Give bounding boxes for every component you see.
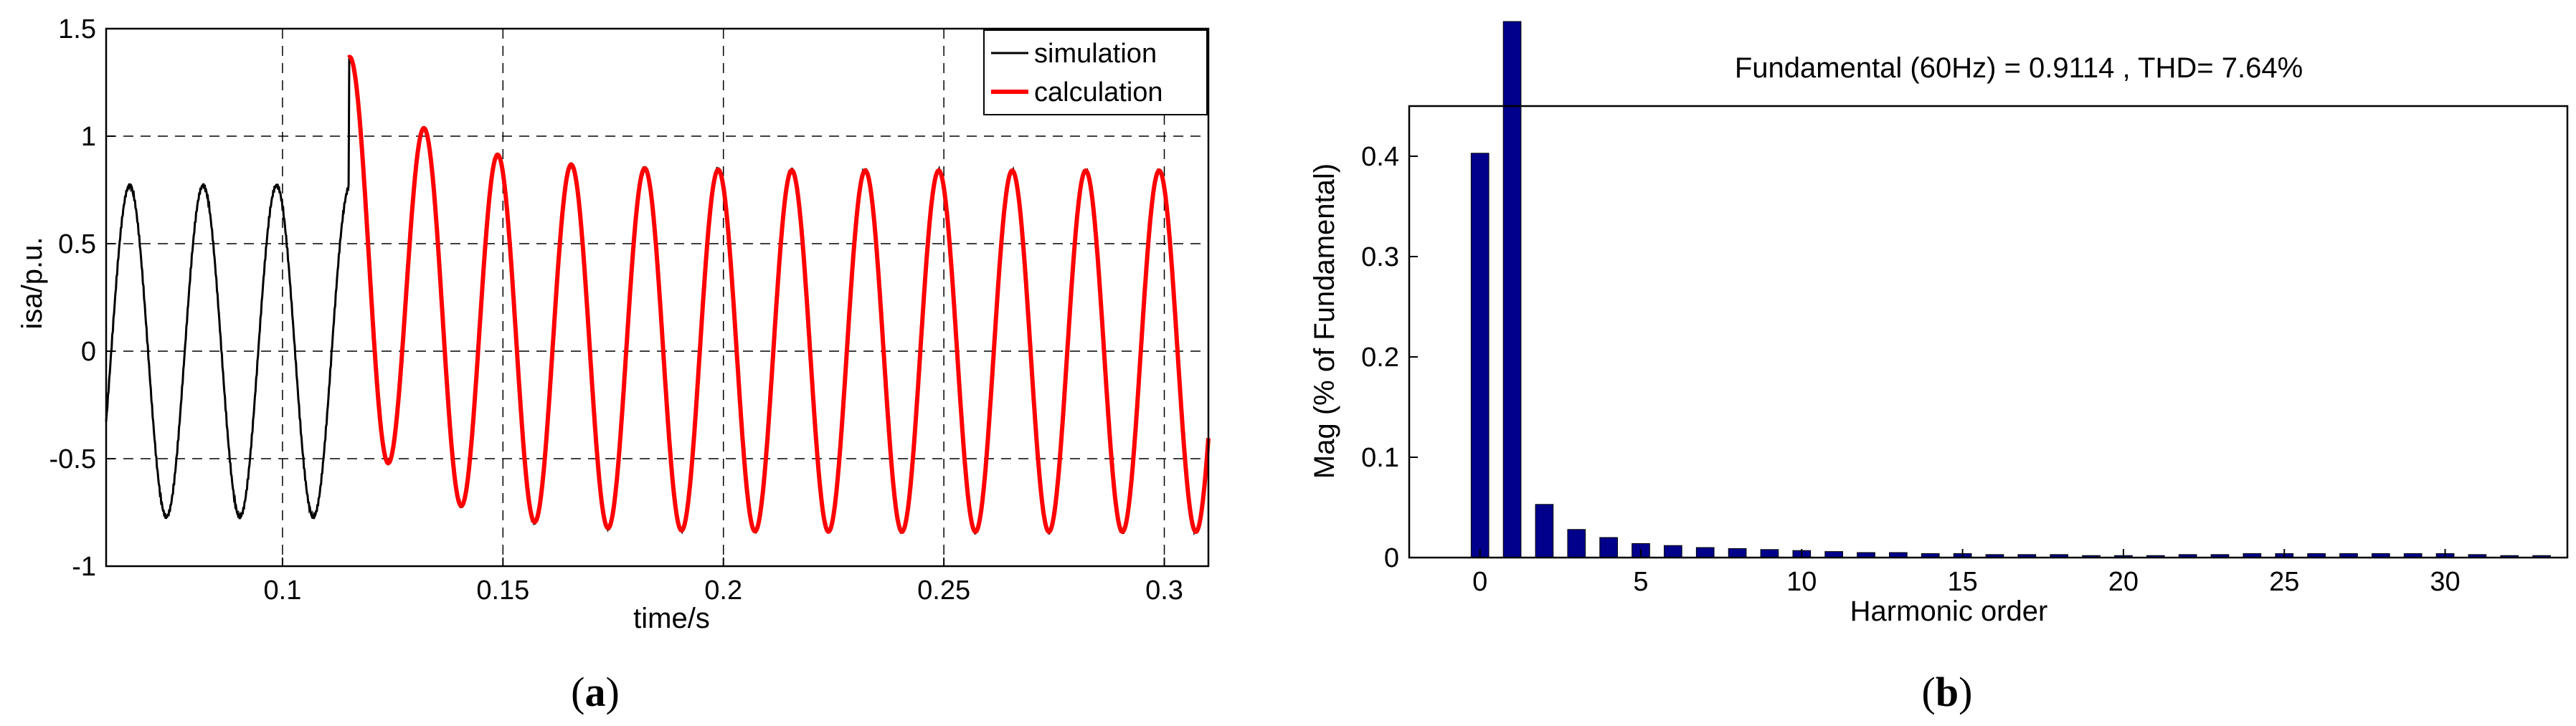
x-tick-label: 10: [1786, 567, 1817, 597]
panel-b-bar-chart: 0 5 10 15 20 25 30 0 0.1 0.2 0.3 0.4 Fundamental (6…: [1309, 21, 2569, 715]
x-tick-label: 0.3: [1145, 575, 1183, 606]
x-tick-label: 20: [2108, 567, 2139, 597]
bar-harmonic-6: [1664, 545, 1682, 558]
legend-box: [983, 29, 1208, 115]
panel-b-x-axis-label: Harmonic order: [1850, 596, 2048, 627]
x-tick-label: 15: [1947, 567, 1977, 597]
panel-a-series: [105, 54, 1211, 536]
panel-b-ticks: 0 5 10 15 20 25 30 0 0.1 0.2 0.3 0.4: [1361, 142, 2460, 597]
y-tick-label: 0.2: [1361, 343, 1399, 373]
panel-a-caption-letter: a: [585, 669, 606, 715]
bar-harmonic-0: [1470, 153, 1490, 558]
y-tick-label: -1: [72, 552, 96, 582]
x-tick-label: 0.25: [917, 575, 970, 606]
panel-b-title: Fundamental (60Hz) = 0.9114 , THD= 7.64%: [1735, 52, 2303, 84]
y-tick-label: 1: [81, 122, 96, 152]
bar-harmonic-8: [1728, 548, 1747, 558]
panel-b-axes-frame: [1408, 105, 2569, 559]
y-tick-label: 0.3: [1361, 242, 1399, 272]
bar-harmonic-3: [1567, 529, 1586, 558]
panel-a-line-chart: 0.1 0.15 0.2 0.25 0.3 -1 -0.5 0 0.5 1 1.5 time/s i…: [16, 14, 1211, 715]
bar-harmonic-4: [1599, 537, 1618, 558]
x-tick-label: 5: [1633, 567, 1648, 597]
panel-a-axes-frame: [105, 27, 1210, 568]
y-tick-label: 0.5: [58, 229, 96, 259]
series-line-simulation: [105, 55, 1210, 536]
panel-a-caption: (a): [571, 669, 620, 715]
y-tick-label: 0: [1384, 543, 1399, 573]
panel-a-ticks: 0.1 0.15 0.2 0.25 0.3 -1 -0.5 0 0.5 1 1.5: [49, 14, 1183, 606]
x-tick-label: 25: [2269, 567, 2299, 597]
legend-label-calculation: calculation: [1034, 77, 1163, 108]
x-tick-label: 0.1: [264, 575, 302, 606]
panel-b-bars: [1470, 21, 2551, 558]
y-tick-label: 0.4: [1361, 142, 1399, 172]
panel-b-y-axis-label: Mag (% of Fundamental): [1309, 163, 1340, 479]
bar-harmonic-1: [1502, 21, 1522, 558]
y-tick-label: 0: [81, 337, 96, 367]
bar-harmonic-7: [1695, 547, 1715, 558]
y-tick-label: -0.5: [49, 444, 96, 474]
panel-a-x-axis-label: time/s: [633, 603, 710, 634]
legend-label-simulation: simulation: [1034, 39, 1157, 69]
y-tick-label: 0.1: [1361, 443, 1399, 473]
bar-harmonic-9: [1760, 549, 1779, 558]
series-line-calculation: [346, 54, 1211, 535]
x-tick-label: 0.2: [704, 575, 742, 606]
bar-harmonic-2: [1535, 504, 1554, 558]
x-tick-label: 0: [1472, 567, 1487, 597]
panel-b-caption-letter: b: [1936, 669, 1959, 715]
panel-b-caption: (b): [1922, 669, 1973, 715]
x-tick-label: 30: [2430, 567, 2460, 597]
panel-a-legend: simulation calculation: [983, 29, 1208, 115]
y-tick-label: 1.5: [58, 14, 96, 44]
bar-harmonic-11: [1824, 551, 1844, 558]
panel-a-y-axis-label: isa/p.u.: [16, 237, 48, 330]
x-tick-label: 0.15: [476, 575, 529, 606]
